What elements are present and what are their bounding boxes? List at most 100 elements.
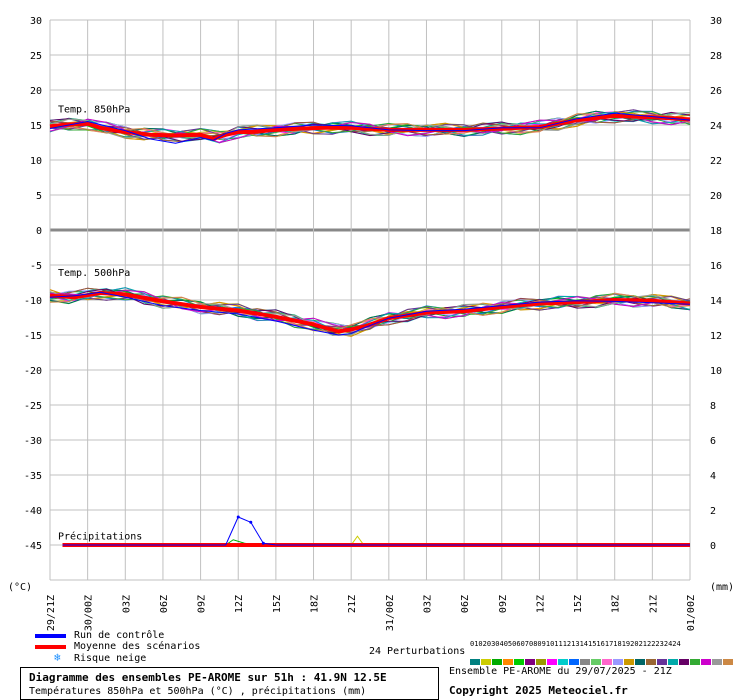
y-right-tick-label: 12: [710, 331, 722, 342]
y-right-tick-label: 28: [710, 51, 722, 62]
y-left-tick-label: 20: [30, 86, 42, 97]
perturbation-swatch: [569, 659, 579, 665]
x-tick-label: 06Z: [460, 595, 471, 613]
y-right-tick-label: 2: [710, 506, 716, 517]
x-tick-label: 06Z: [159, 595, 170, 613]
perturbation-swatch: [624, 659, 634, 665]
x-tick-label: 15Z: [573, 595, 584, 613]
x-tick-label: 18Z: [310, 595, 321, 613]
x-tick-label: 09Z: [498, 595, 509, 613]
x-tick-label: 31/00Z: [385, 595, 396, 631]
y-right-tick-label: 26: [710, 86, 722, 97]
x-tick-label: 09Z: [197, 595, 208, 613]
y-right-tick-label: 24: [710, 121, 722, 132]
y-right-tick-label: 10: [710, 366, 722, 377]
snowflake-icon: ❄: [54, 651, 61, 664]
x-tick-label: 03Z: [121, 595, 132, 613]
y-right-tick-label: 14: [710, 296, 722, 307]
y-left-tick-label: 5: [36, 191, 42, 202]
perturbation-swatch: [657, 659, 667, 665]
y-left-axis-label: (°C): [8, 582, 32, 593]
y-right-tick-label: 20: [710, 191, 722, 202]
perturbation-swatch: [591, 659, 601, 665]
perturbation-swatch: [470, 659, 480, 665]
precip-point: [249, 520, 253, 524]
y-left-tick-label: -25: [24, 401, 42, 412]
perturbation-swatch: [690, 659, 700, 665]
y-left-tick-label: -5: [30, 261, 42, 272]
x-tick-label: 03Z: [422, 595, 433, 613]
perturbation-swatch: [558, 659, 568, 665]
y-right-tick-label: 6: [710, 436, 716, 447]
perturbation-swatch: [503, 659, 513, 665]
x-tick-label: 30/00Z: [84, 595, 95, 631]
y-left-tick-label: 30: [30, 16, 42, 27]
y-right-tick-label: 8: [710, 401, 716, 412]
precip-point: [236, 515, 240, 519]
y-left-tick-label: 0: [36, 226, 42, 237]
perturbation-swatch: [679, 659, 689, 665]
series-line-run-de-contr-le-850hpa: [49, 112, 691, 144]
perturbation-swatch: [492, 659, 502, 665]
x-tick-label: 12Z: [535, 595, 546, 613]
y-left-tick-label: 25: [30, 51, 42, 62]
chart-title: Diagramme des ensembles PE-AROME sur 51h…: [29, 671, 387, 684]
perturbation-swatch: [668, 659, 678, 665]
y-right-tick-label: 4: [710, 471, 716, 482]
perturbation-swatch: [514, 659, 524, 665]
perturbations-label: 24 Perturbations: [369, 646, 466, 657]
y-left-tick-label: 10: [30, 156, 42, 167]
y-left-tick-label: -30: [24, 436, 42, 447]
perturbation-line: [49, 292, 691, 333]
y-right-tick-label: 0: [710, 541, 716, 552]
legend-mean-label: Moyenne des scénarios: [74, 641, 201, 652]
y-right-tick-label: 16: [710, 261, 722, 272]
y-left-tick-label: -20: [24, 366, 42, 377]
y-left-tick-label: -45: [24, 541, 42, 552]
y-left-tick-label: -15: [24, 331, 42, 342]
y-left-tick-label: -35: [24, 471, 42, 482]
chart-subtitle: Températures 850hPa et 500hPa (°C) , pré…: [29, 686, 367, 697]
y-right-tick-label: 22: [710, 156, 722, 167]
precip-point: [261, 541, 265, 545]
perturbations-swatches: [470, 650, 734, 665]
perturbation-swatch: [602, 659, 612, 665]
y-right-tick-label: 30: [710, 16, 722, 27]
x-tick-label: 12Z: [234, 595, 245, 613]
perturbation-swatch: [525, 659, 535, 665]
title-box: Diagramme des ensembles PE-AROME sur 51h…: [20, 667, 439, 700]
perturbation-line: [49, 289, 691, 330]
panel-label: Temp. 850hPa: [58, 104, 130, 115]
series-line-moyenne-des-sc-narios-850hpa: [49, 113, 691, 141]
legend-control-label: Run de contrôle: [74, 630, 165, 641]
perturbation-swatch: [481, 659, 491, 665]
perturbations-numbers: 0102030405060708091011121314151617181920…: [470, 640, 681, 648]
legend-control-swatch: [35, 634, 66, 638]
y-left-tick-label: -10: [24, 296, 42, 307]
perturbation-swatch: [646, 659, 656, 665]
perturbation-swatch: [712, 659, 722, 665]
perturbation-line: [350, 535, 365, 546]
copyright: Copyright 2025 Meteociel.fr: [449, 684, 628, 697]
x-tick-label: 18Z: [611, 595, 622, 613]
perturbation-swatch: [536, 659, 546, 665]
perturbation-swatch: [723, 659, 733, 665]
panel-label: Précipitations: [58, 530, 142, 542]
perturbation-swatch: [580, 659, 590, 665]
series-line-run-de-contr-le-500hpa: [49, 291, 691, 336]
perturbation-swatch: [547, 659, 557, 665]
x-tick-label: 01/00Z: [686, 595, 697, 631]
legend-mean-swatch: [35, 645, 66, 649]
x-tick-label: 29/21Z: [46, 595, 57, 631]
panel-label: Temp. 500hPa: [58, 268, 130, 279]
series-line-moyenne-des-sc-narios-500hpa: [49, 291, 691, 334]
x-tick-label: 21Z: [648, 595, 659, 613]
y-right-axis-label: (mm): [710, 582, 734, 593]
run-info: Ensemble PE-AROME du 29/07/2025 - 21Z: [449, 666, 672, 677]
x-tick-label: 15Z: [272, 595, 283, 613]
x-tick-label: 21Z: [347, 595, 358, 613]
y-left-tick-label: -40: [24, 506, 42, 517]
perturbation-swatch: [635, 659, 645, 665]
y-right-tick-label: 18: [710, 226, 722, 237]
